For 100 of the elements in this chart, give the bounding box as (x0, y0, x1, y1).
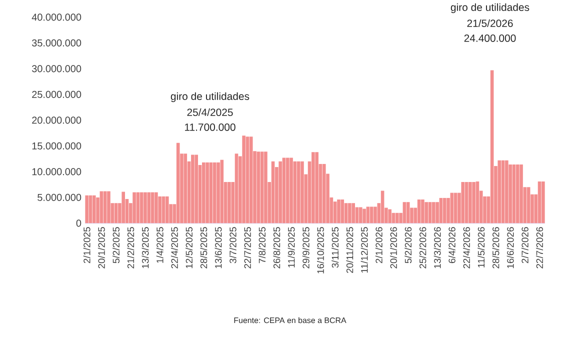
y-tick-label: 25.000.000 (32, 90, 82, 98)
bar (464, 182, 468, 224)
bar (132, 192, 136, 224)
x-tick-label: 13/3/2025 (142, 227, 149, 268)
bar (300, 161, 304, 224)
bar (516, 164, 520, 224)
x-tick-label: 28/5/2025 (200, 227, 208, 268)
bar (256, 152, 260, 224)
bar (260, 152, 264, 224)
x-tick-label: 29/9/2025 (302, 227, 310, 268)
bar (424, 202, 428, 224)
bar (461, 182, 465, 224)
bar (234, 154, 238, 224)
annotation: 21/5/2026 (467, 19, 513, 27)
x-tick-label: 12/5/2025 (186, 227, 193, 268)
annotation: 25/4/2025 (187, 108, 233, 116)
bar (176, 142, 180, 224)
x-tick-label: 5/2/2025 (112, 227, 120, 264)
bar (246, 136, 250, 224)
bar (122, 192, 125, 224)
y-tick-label: 30.000.000 (32, 65, 82, 72)
bar (103, 191, 107, 224)
bar (436, 202, 439, 224)
annotation: giro de utilidades (170, 92, 250, 102)
bar (501, 160, 505, 224)
bar (370, 206, 374, 224)
y-tick-label: 10.000.000 (32, 168, 82, 176)
bar (216, 162, 220, 224)
x-tick-label: 11/12/2025 (360, 227, 368, 273)
x-tick-label: 26/8/2025 (273, 227, 280, 268)
y-tick-label: 35.000.000 (32, 39, 82, 46)
annotation: 11.700.000 (185, 123, 236, 131)
bar (333, 201, 337, 224)
bar (206, 162, 209, 224)
bar (374, 206, 377, 224)
bar (194, 154, 198, 224)
bar (220, 160, 224, 224)
bar (286, 158, 290, 224)
bar (366, 206, 370, 224)
bar (362, 208, 366, 224)
x-tick-label: 21/2/2025 (127, 227, 134, 268)
bar (417, 199, 421, 224)
x-tick-label: 13/6/2025 (214, 227, 222, 268)
bar (293, 161, 297, 224)
bar (290, 158, 293, 224)
bar (432, 202, 436, 224)
bar (184, 154, 188, 224)
bar (191, 154, 194, 224)
bar (92, 195, 96, 224)
bar (144, 192, 147, 224)
bar (526, 187, 530, 224)
bar (402, 202, 406, 224)
bar (85, 195, 88, 224)
bar (242, 136, 246, 224)
y-tick-label: 0 (76, 220, 82, 227)
x-tick-label: 2/1/2026 (375, 227, 382, 263)
bar (352, 203, 355, 224)
bar (468, 182, 472, 224)
bar (355, 207, 359, 224)
bar (472, 182, 476, 224)
bar (442, 198, 446, 224)
bar (278, 161, 282, 224)
bar (395, 212, 399, 224)
text: giro de utilidades (450, 3, 530, 13)
bar (136, 192, 140, 224)
bar (315, 152, 318, 224)
x-tick-label: 22/4/2025 (170, 227, 178, 268)
bar (454, 192, 458, 224)
bar (154, 192, 158, 224)
bar (505, 160, 508, 224)
bar (344, 203, 348, 224)
bar (212, 162, 216, 224)
bar (512, 164, 516, 224)
bar (166, 196, 169, 224)
bar (88, 195, 92, 224)
bar (450, 192, 454, 224)
x-tick-label: 16/10/2025 (317, 227, 324, 274)
x-tick-label: 16/6/2026 (506, 227, 514, 268)
x-tick-label: 1/4/2025 (156, 227, 164, 263)
bar (508, 164, 512, 224)
y-tick-label: 15.000.000 (32, 142, 82, 150)
x-tick-label: 3/11/2025 (332, 227, 339, 268)
x-tick-label: 22/7/2026 (536, 227, 544, 268)
bar (337, 199, 340, 224)
bar (358, 207, 362, 224)
x-tick-label: 6/4/2026 (448, 227, 456, 263)
x-tick-label: 2/1/2025 (83, 227, 90, 263)
bar (476, 181, 480, 224)
x-tick-label: 7/8/2025 (258, 227, 266, 263)
bar (439, 198, 443, 224)
bar (271, 161, 275, 224)
bar (162, 196, 166, 224)
y-tick-label: 40.000.000 (32, 14, 82, 21)
bar (421, 199, 424, 224)
x-tick-label: 20/1/2026 (390, 227, 397, 268)
bar (140, 192, 144, 224)
bar (428, 202, 432, 224)
bar (490, 70, 494, 224)
bar (228, 182, 231, 224)
bar (209, 162, 213, 224)
